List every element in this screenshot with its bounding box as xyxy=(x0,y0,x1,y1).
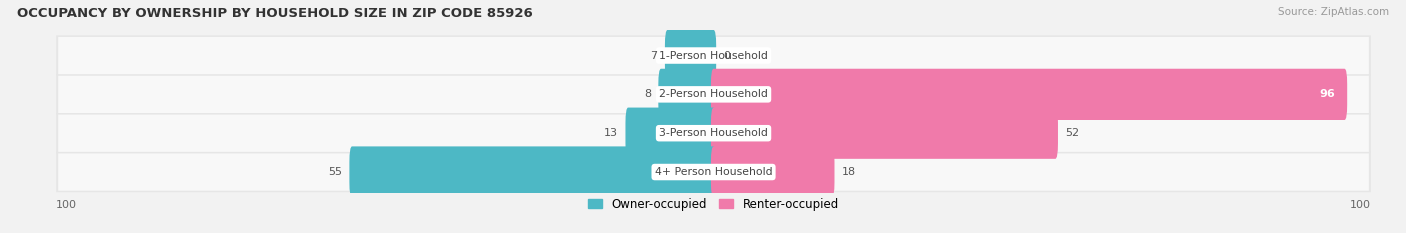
Text: 96: 96 xyxy=(1319,89,1334,99)
FancyBboxPatch shape xyxy=(711,108,1057,159)
FancyBboxPatch shape xyxy=(56,35,1371,76)
FancyBboxPatch shape xyxy=(350,146,716,198)
Text: 2-Person Household: 2-Person Household xyxy=(659,89,768,99)
FancyBboxPatch shape xyxy=(56,113,1371,153)
Text: 8: 8 xyxy=(644,89,651,99)
Text: 100: 100 xyxy=(56,200,77,210)
Text: 4+ Person Household: 4+ Person Household xyxy=(655,167,772,177)
Text: 100: 100 xyxy=(1350,200,1371,210)
Text: 52: 52 xyxy=(1066,128,1080,138)
Text: 18: 18 xyxy=(842,167,856,177)
Text: 3-Person Household: 3-Person Household xyxy=(659,128,768,138)
Text: 7: 7 xyxy=(651,51,658,61)
Text: Source: ZipAtlas.com: Source: ZipAtlas.com xyxy=(1278,7,1389,17)
FancyBboxPatch shape xyxy=(58,76,1369,113)
FancyBboxPatch shape xyxy=(58,153,1369,191)
FancyBboxPatch shape xyxy=(626,108,716,159)
FancyBboxPatch shape xyxy=(56,152,1371,192)
FancyBboxPatch shape xyxy=(58,115,1369,152)
Text: 1-Person Household: 1-Person Household xyxy=(659,51,768,61)
Legend: Owner-occupied, Renter-occupied: Owner-occupied, Renter-occupied xyxy=(588,198,839,211)
Text: 13: 13 xyxy=(605,128,619,138)
FancyBboxPatch shape xyxy=(665,30,716,81)
Text: 55: 55 xyxy=(328,167,342,177)
FancyBboxPatch shape xyxy=(658,69,716,120)
FancyBboxPatch shape xyxy=(711,146,835,198)
FancyBboxPatch shape xyxy=(56,74,1371,115)
Text: OCCUPANCY BY OWNERSHIP BY HOUSEHOLD SIZE IN ZIP CODE 85926: OCCUPANCY BY OWNERSHIP BY HOUSEHOLD SIZE… xyxy=(17,7,533,20)
Text: 0: 0 xyxy=(724,51,730,61)
FancyBboxPatch shape xyxy=(58,37,1369,74)
FancyBboxPatch shape xyxy=(711,69,1347,120)
